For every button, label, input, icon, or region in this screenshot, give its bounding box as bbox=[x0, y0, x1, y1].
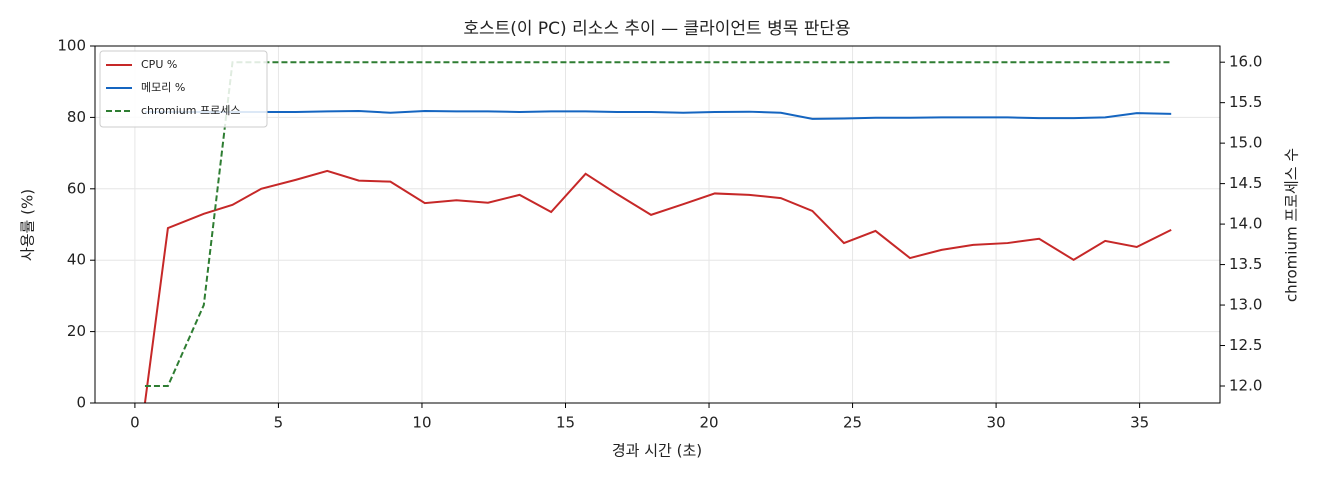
y2-tick-label: 13.0 bbox=[1229, 296, 1262, 314]
legend-label: CPU % bbox=[141, 58, 177, 71]
legend-label: 메모리 % bbox=[141, 81, 185, 94]
x-tick-label: 15 bbox=[556, 414, 575, 432]
y-tick-label: 0 bbox=[76, 394, 86, 412]
series-line bbox=[143, 169, 1172, 404]
y2-tick-label: 12.0 bbox=[1229, 377, 1262, 395]
x-axis-label: 경과 시간 (초) bbox=[612, 442, 702, 460]
chart-title: 호스트(이 PC) 리소스 추이 — 클라이언트 병목 판단용 bbox=[463, 19, 850, 39]
plot-frame bbox=[94, 45, 1221, 404]
y-tick-label: 40 bbox=[67, 251, 86, 269]
y2-tick-label: 14.0 bbox=[1229, 215, 1262, 233]
y2-tick-label: 16.0 bbox=[1229, 53, 1262, 71]
x-tick-label: 10 bbox=[412, 414, 431, 432]
y2-tick-label: 13.5 bbox=[1229, 255, 1262, 273]
y2-tick-label: 12.5 bbox=[1229, 336, 1262, 354]
y2-axis-label: chromium 프로세스 수 bbox=[1283, 148, 1301, 302]
y2-tick-label: 14.5 bbox=[1229, 174, 1262, 192]
legend-label: chromium 프로세스 bbox=[141, 104, 240, 117]
y-tick-label: 80 bbox=[67, 108, 86, 126]
x-tick-label: 20 bbox=[699, 414, 718, 432]
x-tick-label: 5 bbox=[274, 414, 284, 432]
y-tick-label: 100 bbox=[57, 37, 86, 55]
x-tick-label: 30 bbox=[987, 414, 1006, 432]
x-tick-label: 25 bbox=[843, 414, 862, 432]
series-line bbox=[144, 109, 1172, 120]
y-tick-label: 60 bbox=[67, 179, 86, 197]
series-line bbox=[144, 61, 1172, 387]
y-axis-label: 사용률 (%) bbox=[19, 189, 37, 261]
y-tick-label: 20 bbox=[67, 322, 86, 340]
x-tick-label: 0 bbox=[130, 414, 140, 432]
legend-box bbox=[99, 50, 268, 128]
x-tick-label: 35 bbox=[1130, 414, 1149, 432]
y2-tick-label: 15.5 bbox=[1229, 93, 1262, 111]
y2-tick-label: 15.0 bbox=[1229, 134, 1262, 152]
